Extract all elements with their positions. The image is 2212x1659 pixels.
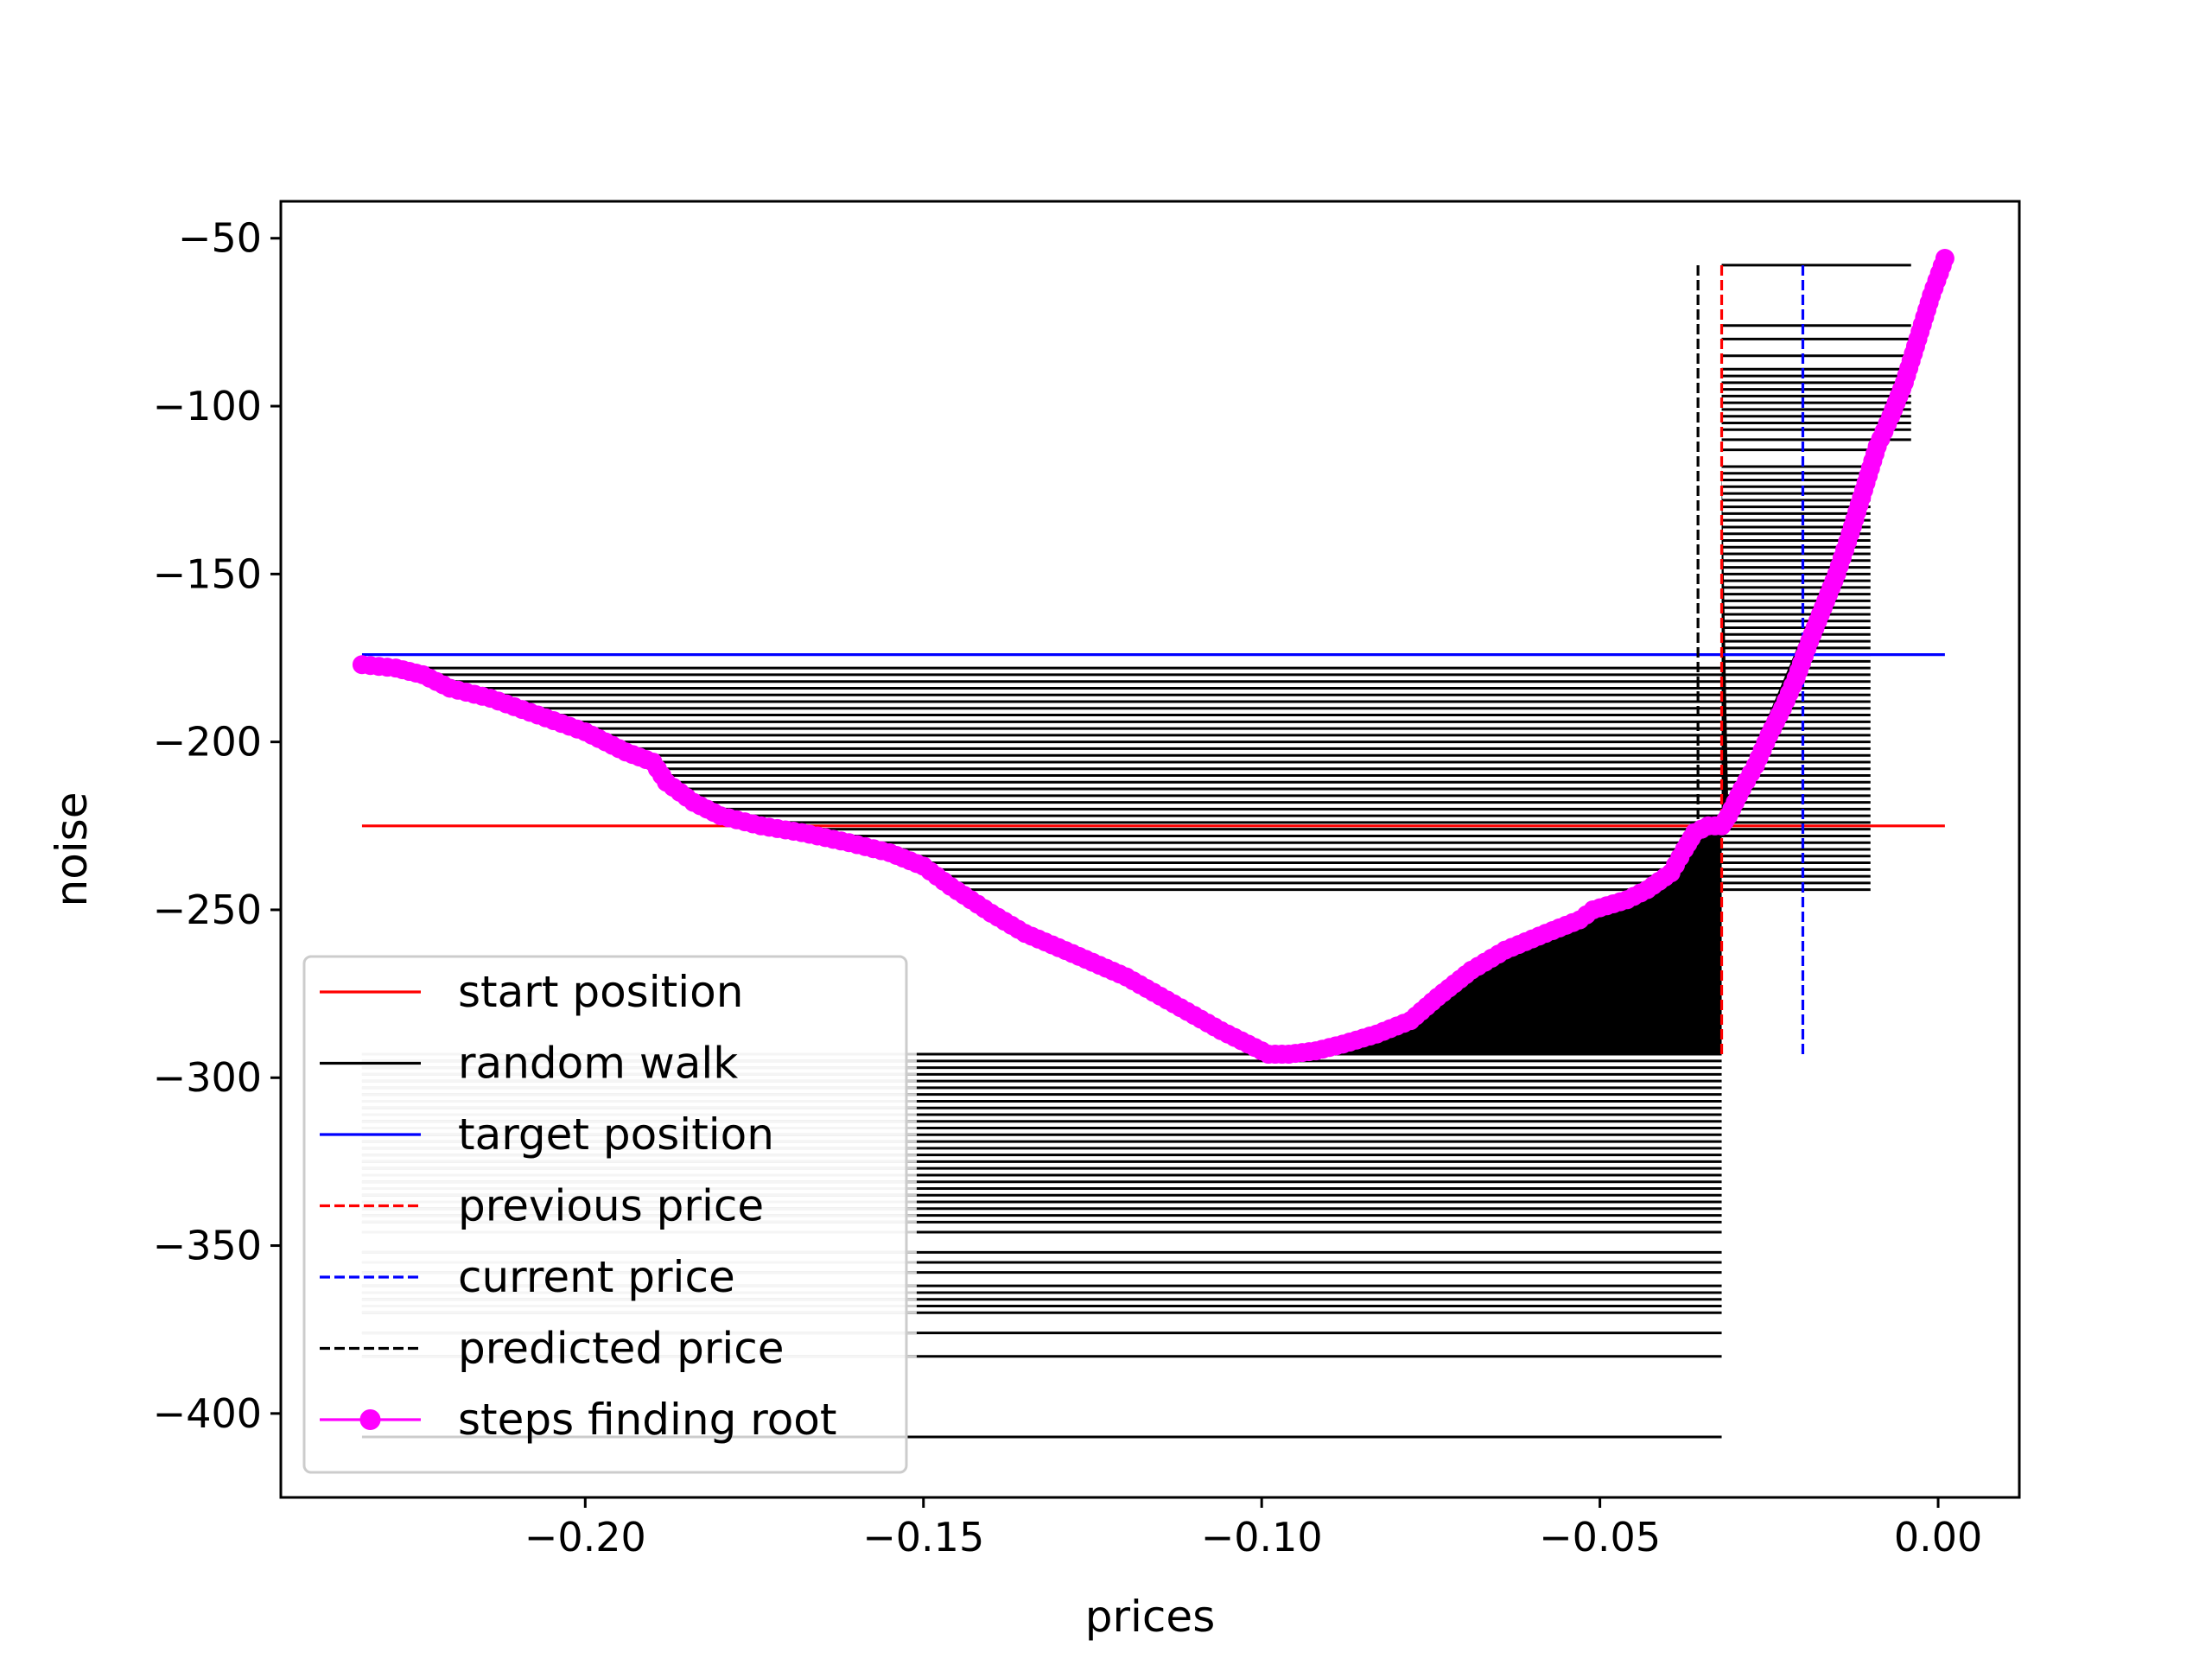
y-tick-label: −300 xyxy=(153,1054,262,1101)
random-walk-band xyxy=(1274,825,1722,1055)
x-tick-label: −0.15 xyxy=(862,1514,984,1560)
legend: start position random walk target position… xyxy=(302,955,908,1474)
legend-label: previous price xyxy=(458,1181,764,1231)
reference-lines xyxy=(361,264,1945,1055)
legend-label: steps finding root xyxy=(458,1395,836,1445)
y-tick-label: −150 xyxy=(153,550,262,597)
legend-label: target position xyxy=(458,1109,774,1160)
y-axis: −50 −100 −150 −200 −250 −300 −350 −400 xyxy=(153,215,281,1437)
legend-entry: random walk xyxy=(320,1039,738,1089)
x-axis: −0.20 −0.15 −0.10 −0.05 0.00 xyxy=(524,1497,1982,1560)
x-tick-label: 0.00 xyxy=(1894,1514,1982,1560)
legend-label: start position xyxy=(458,967,743,1017)
x-axis-label: prices xyxy=(1085,1592,1216,1642)
y-tick-label: −50 xyxy=(178,215,262,262)
root-steps xyxy=(352,249,1955,1065)
legend-entry: target position xyxy=(320,1109,774,1160)
x-tick-label: −0.20 xyxy=(524,1514,646,1560)
legend-entry: current price xyxy=(320,1252,735,1302)
legend-label: current price xyxy=(458,1252,735,1302)
legend-box xyxy=(302,955,908,1474)
y-tick-label: −350 xyxy=(153,1223,262,1269)
legend-entry: predicted price xyxy=(320,1324,785,1374)
legend-entry: previous price xyxy=(320,1181,764,1231)
y-tick-label: −200 xyxy=(153,719,262,766)
legend-label: random walk xyxy=(458,1039,738,1089)
legend-entry: steps finding root xyxy=(320,1395,836,1445)
root-step-marker xyxy=(1935,249,1955,269)
y-axis-label: noise xyxy=(47,792,97,907)
legend-label: predicted price xyxy=(458,1324,785,1374)
legend-entry: start position xyxy=(320,967,743,1017)
y-tick-label: −400 xyxy=(153,1390,262,1437)
legend-marker xyxy=(359,1409,381,1430)
x-tick-label: −0.05 xyxy=(1539,1514,1661,1560)
y-tick-label: −100 xyxy=(153,383,262,429)
x-tick-label: −0.10 xyxy=(1201,1514,1323,1560)
plot-frame xyxy=(279,200,2021,1499)
y-tick-label: −250 xyxy=(153,887,262,933)
